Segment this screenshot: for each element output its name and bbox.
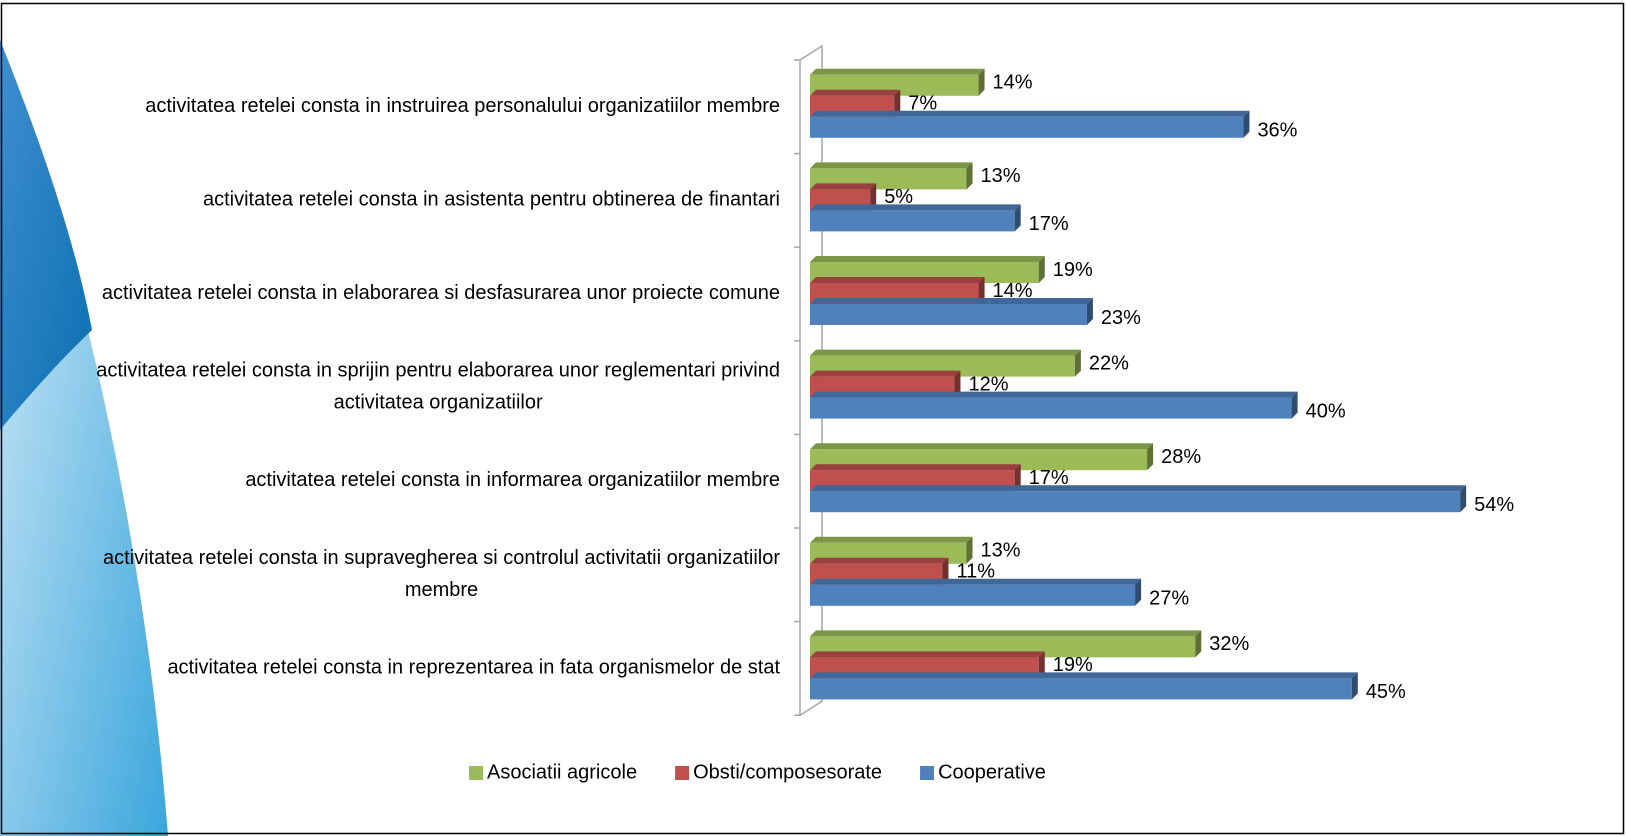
value-label: 45% xyxy=(1366,681,1406,703)
category-label: activitatea retelei consta in informarea… xyxy=(245,469,780,491)
category-label: activitatea retelei consta in elaborarea… xyxy=(102,282,780,304)
bar-top xyxy=(810,256,1045,262)
bar-top xyxy=(810,162,973,169)
value-label: 12% xyxy=(968,373,1008,395)
legend-swatch xyxy=(675,766,690,780)
bar-top xyxy=(810,298,1093,304)
bar-side xyxy=(978,277,985,304)
plot-area: activitatea retelei consta in instruirea… xyxy=(96,44,1514,716)
bar-top xyxy=(810,183,877,190)
bar xyxy=(810,304,1087,325)
bar-side xyxy=(1351,672,1358,700)
bar-top xyxy=(810,485,1467,492)
bar-side xyxy=(1086,298,1093,325)
value-label: 27% xyxy=(1149,588,1189,610)
value-label: 22% xyxy=(1089,352,1129,374)
value-label: 13% xyxy=(981,165,1021,187)
bar-side xyxy=(1291,391,1298,419)
bar-side xyxy=(966,536,973,564)
value-label: 11% xyxy=(956,561,995,583)
value-label: 19% xyxy=(1053,259,1093,281)
value-label: 40% xyxy=(1306,400,1346,422)
bar-top xyxy=(810,557,949,564)
bar-top xyxy=(810,536,973,543)
legend-label: Cooperative xyxy=(938,761,1046,783)
legend-label: Obsti/composesorate xyxy=(693,761,882,783)
value-label: 13% xyxy=(981,540,1021,562)
legend-swatch xyxy=(469,766,483,780)
bar-top xyxy=(810,277,985,283)
bar-side xyxy=(870,183,877,211)
bar xyxy=(810,678,1352,700)
value-label: 32% xyxy=(1209,633,1249,655)
legend-swatch xyxy=(920,766,935,780)
bar-side xyxy=(1243,110,1250,138)
bar-top xyxy=(810,110,1250,117)
bar-top xyxy=(810,89,901,96)
value-label: 19% xyxy=(1053,654,1093,676)
bar-top xyxy=(810,443,1154,450)
value-label: 23% xyxy=(1101,307,1141,329)
bar-side xyxy=(1460,485,1467,513)
bar-side xyxy=(1074,349,1081,377)
category-label: activitatea retelei consta in asistenta … xyxy=(203,189,780,211)
bar-side xyxy=(1014,464,1021,492)
bar-top xyxy=(810,672,1358,679)
value-label: 5% xyxy=(884,186,913,208)
value-label: 54% xyxy=(1474,494,1514,516)
legend-label: Asociatii agricole xyxy=(487,761,637,783)
category-label: activitatea retelei consta in instruirea… xyxy=(145,95,780,117)
value-label: 28% xyxy=(1161,446,1201,468)
bar-side xyxy=(1038,256,1045,283)
value-label: 14% xyxy=(993,280,1033,302)
value-label: 17% xyxy=(1029,467,1069,489)
bar-top xyxy=(810,204,1021,211)
bar-top xyxy=(810,630,1202,637)
bar-side xyxy=(942,557,949,585)
decor-leaf xyxy=(0,40,92,430)
value-label: 17% xyxy=(1029,213,1069,235)
bar-top xyxy=(810,391,1298,398)
category-label: activitatea retelei consta in supraveghe… xyxy=(103,547,780,601)
bar xyxy=(810,584,1136,606)
bar-side xyxy=(1014,204,1021,232)
category-label: activitatea retelei consta in sprijin pe… xyxy=(96,360,780,414)
bar xyxy=(810,116,1244,138)
bar-side xyxy=(954,370,961,398)
bar-top xyxy=(810,578,1142,585)
bar-side xyxy=(894,89,901,117)
value-label: 36% xyxy=(1257,120,1297,142)
bar-side xyxy=(978,68,985,96)
bar-top xyxy=(810,464,1021,471)
bar-top xyxy=(810,651,1045,658)
bar xyxy=(810,210,1015,232)
category-label: activitatea retelei consta in reprezenta… xyxy=(167,657,780,679)
bar-side xyxy=(1135,578,1142,606)
bar-side xyxy=(1038,651,1045,679)
bar xyxy=(810,491,1461,513)
value-label: 7% xyxy=(908,93,937,115)
bar-top xyxy=(810,68,985,75)
bar-side xyxy=(966,162,973,190)
bar-top xyxy=(810,370,961,377)
legend: Asociatii agricole Obsti/composesorate Coo… xyxy=(469,761,1046,783)
bar-side xyxy=(1147,443,1154,471)
bar-side xyxy=(1195,630,1202,658)
value-label: 14% xyxy=(993,72,1033,94)
bar-top xyxy=(810,349,1081,356)
bar xyxy=(810,397,1292,419)
